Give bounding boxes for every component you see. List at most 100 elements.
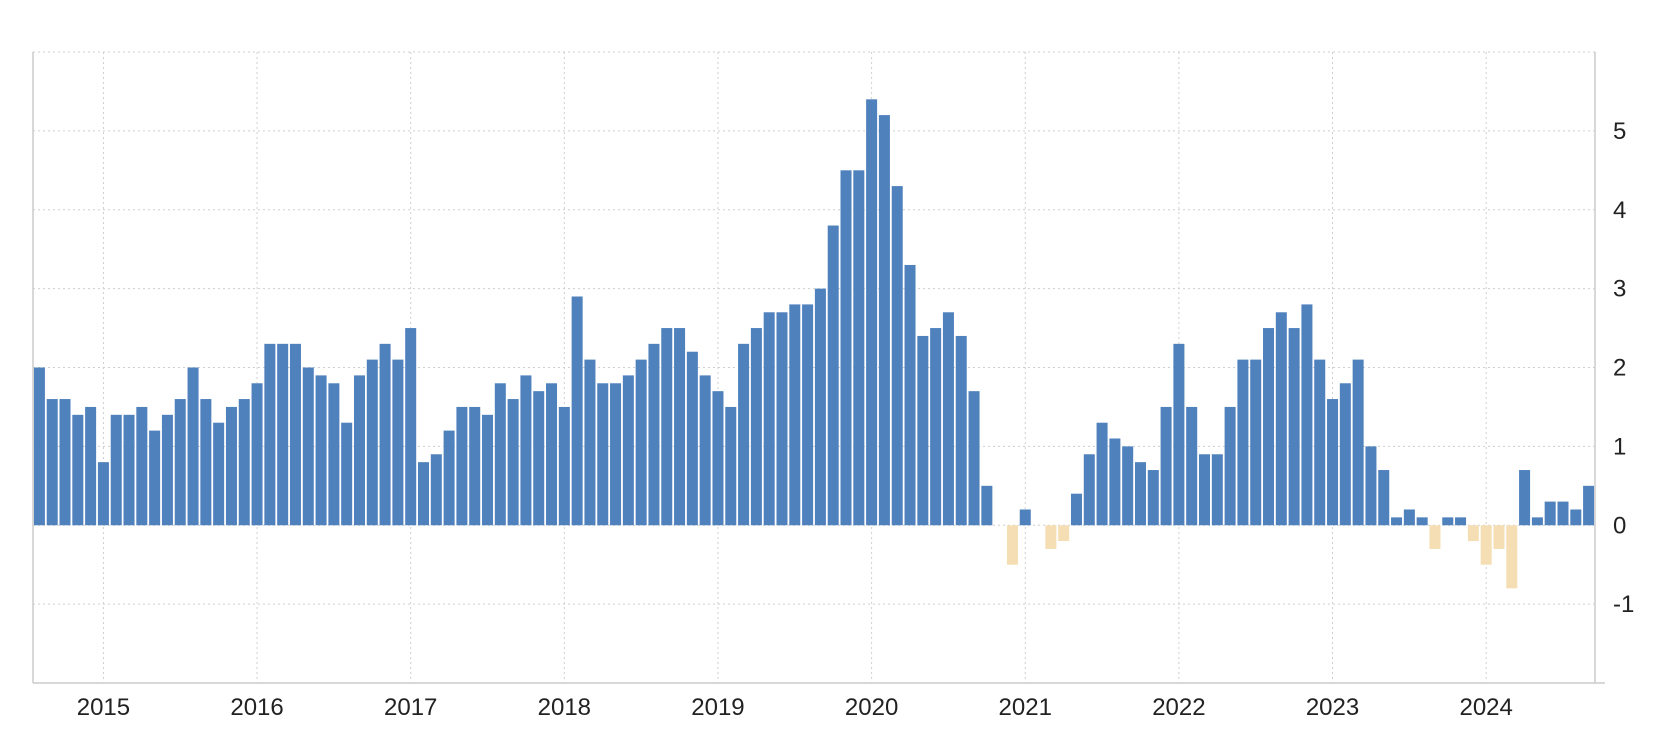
- bar: [622, 375, 634, 526]
- bar: [417, 462, 429, 526]
- bar: [1467, 525, 1479, 542]
- x-tick-label: 2017: [384, 694, 437, 721]
- bar: [610, 383, 622, 526]
- bar: [1416, 517, 1428, 526]
- bar: [1173, 343, 1185, 526]
- bar: [264, 343, 276, 526]
- bar: [1327, 399, 1339, 526]
- bar: [558, 406, 570, 526]
- y-tick-label: 5: [1613, 118, 1626, 145]
- bar: [405, 328, 417, 526]
- bar: [97, 462, 109, 526]
- bar: [661, 328, 673, 526]
- bar: [123, 414, 135, 526]
- bar: [392, 359, 404, 526]
- bar: [1275, 312, 1287, 526]
- bar: [1455, 517, 1467, 526]
- bar: [1045, 525, 1057, 549]
- y-tick-label: 2: [1613, 355, 1626, 382]
- axis-layer: [32, 52, 1605, 684]
- bar: [1096, 422, 1108, 526]
- y-tick-label: 1: [1613, 433, 1626, 460]
- bar: [1583, 485, 1595, 526]
- bar: [942, 312, 954, 526]
- bar: [1480, 525, 1492, 565]
- bar: [366, 359, 378, 526]
- bar: [1134, 462, 1146, 526]
- bar: [213, 422, 225, 526]
- bar: [1378, 470, 1390, 526]
- x-tick-label: 2021: [999, 694, 1052, 721]
- bar: [379, 343, 391, 526]
- y-tick-label: -1: [1613, 591, 1634, 618]
- bar: [840, 170, 852, 526]
- bar: [469, 406, 481, 526]
- bar: [968, 391, 980, 526]
- bar: [802, 304, 814, 526]
- bar: [1122, 446, 1134, 526]
- bar: [72, 414, 84, 526]
- bar: [981, 485, 993, 526]
- bar: [443, 430, 455, 526]
- bar: [328, 383, 340, 526]
- y-axis-ticks: -1 0 1 2 3 4 5: [1613, 118, 1634, 618]
- bar: [46, 399, 58, 526]
- bar: [1263, 328, 1275, 526]
- x-axis-ticks: 2015 2016 2017 2018 2019 2020 2021 2022 2023 2024: [77, 694, 1513, 721]
- bar: [1314, 359, 1326, 526]
- bar: [277, 343, 289, 526]
- x-tick-label: 2015: [77, 694, 130, 721]
- bar: [571, 296, 583, 526]
- bar: [430, 454, 442, 526]
- bar: [866, 99, 878, 526]
- bar: [686, 351, 698, 526]
- bar: [1147, 470, 1159, 526]
- bar: [789, 304, 801, 526]
- bar: [917, 335, 929, 526]
- bar: [1198, 454, 1210, 526]
- bar: [1019, 509, 1031, 526]
- bar: [1211, 454, 1223, 526]
- bar: [1557, 501, 1569, 526]
- bar: [674, 328, 686, 526]
- bars-layer: [33, 99, 1595, 589]
- bar: [225, 406, 237, 526]
- bar: [930, 328, 942, 526]
- bar: [1339, 383, 1351, 526]
- bar: [238, 399, 250, 526]
- bar: [161, 414, 173, 526]
- x-tick-label: 2018: [538, 694, 591, 721]
- bar: [763, 312, 775, 526]
- x-tick-label: 2020: [845, 694, 898, 721]
- bar: [315, 375, 327, 526]
- bar: [1250, 359, 1262, 526]
- x-tick-label: 2016: [230, 694, 283, 721]
- bar: [1570, 509, 1582, 526]
- bar: [59, 399, 71, 526]
- y-tick-label: 4: [1613, 197, 1626, 224]
- bar: [353, 375, 365, 526]
- bar: [597, 383, 609, 526]
- bar: [1301, 304, 1313, 526]
- bar: [1519, 470, 1531, 526]
- bar: [891, 186, 903, 526]
- bar: [187, 367, 199, 526]
- bar: [289, 343, 301, 526]
- bar: [1237, 359, 1249, 526]
- bar: [827, 225, 839, 526]
- bar: [494, 383, 506, 526]
- bar: [814, 288, 826, 526]
- bar: [1442, 517, 1454, 526]
- bar: [341, 422, 353, 526]
- bar: [507, 399, 519, 526]
- bar: [110, 414, 122, 526]
- bar: [251, 383, 263, 526]
- bar: [584, 359, 596, 526]
- bar: [725, 406, 737, 526]
- bar: [1506, 525, 1518, 589]
- bar: [85, 406, 97, 526]
- bar: [1186, 406, 1198, 526]
- bar: [699, 375, 711, 526]
- bar: [853, 170, 865, 526]
